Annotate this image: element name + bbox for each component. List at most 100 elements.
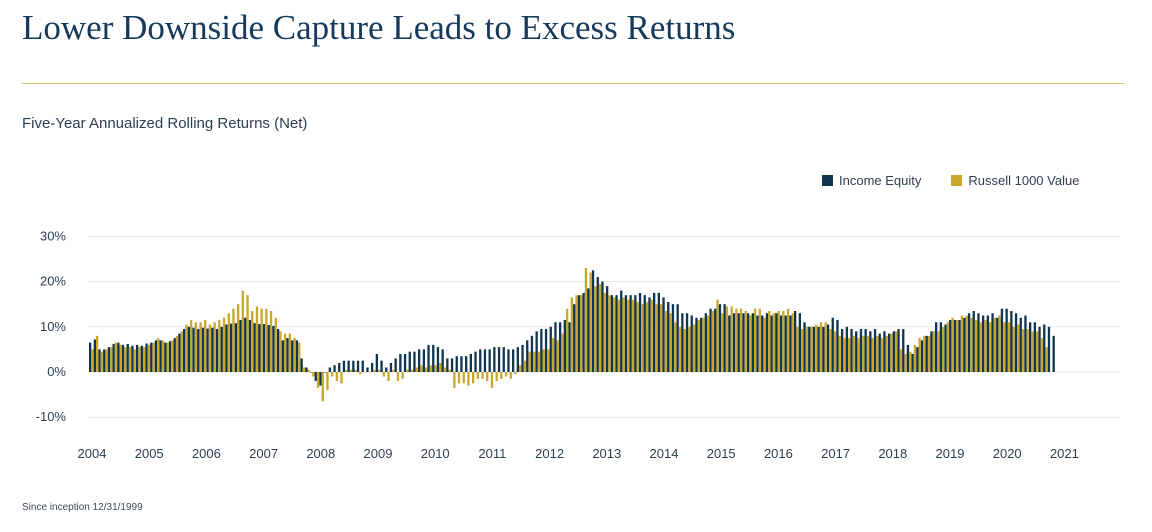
y-tick-label: 0% [47, 364, 66, 379]
bar-russell-1000-value [895, 331, 898, 372]
bar-income-equity [747, 313, 750, 372]
bar-russell-1000-value [204, 320, 207, 372]
x-tick-label: 2004 [78, 446, 107, 461]
bar-income-equity [549, 326, 552, 372]
bar-income-equity [732, 313, 736, 372]
bar-income-equity [446, 358, 449, 372]
bar-russell-1000-value [927, 335, 931, 372]
bar-russell-1000-value [598, 283, 602, 372]
bar-income-equity [709, 308, 712, 372]
bar-russell-1000-value [439, 362, 442, 372]
y-tick-label: 20% [40, 274, 66, 289]
bar-russell-1000-value [199, 322, 202, 372]
legend-label-income-equity: Income Equity [839, 173, 922, 188]
bar-income-equity [643, 295, 646, 372]
bar-income-equity [300, 358, 303, 372]
bar-russell-1000-value [288, 333, 291, 372]
bar-russell-1000-value [848, 338, 851, 372]
bar-income-equity [803, 322, 806, 372]
bar-russell-1000-value [519, 365, 522, 372]
bar-russell-1000-value [913, 344, 917, 372]
bar-income-equity [883, 331, 886, 372]
bar-russell-1000-value [655, 304, 658, 372]
bar-income-equity [582, 292, 585, 372]
bar-income-equity [700, 317, 703, 372]
bar-russell-1000-value [965, 315, 968, 372]
bar-income-equity [559, 322, 562, 372]
bar-russell-1000-value [801, 329, 804, 372]
bar-income-equity [112, 343, 115, 372]
bar-income-equity [695, 317, 698, 372]
bar-russell-1000-value [707, 315, 710, 372]
bar-income-equity [841, 329, 844, 372]
x-tick-label: 2019 [936, 446, 965, 461]
bar-russell-1000-value [542, 349, 545, 372]
x-tick-label: 2014 [650, 446, 679, 461]
bar-russell-1000-value [683, 329, 686, 372]
bar-income-equity [281, 340, 284, 372]
x-tick-label: 2008 [306, 446, 335, 461]
bar-russell-1000-value [387, 372, 390, 382]
bar-income-equity [634, 295, 637, 372]
bar-income-equity [671, 304, 675, 372]
bar-russell-1000-value [284, 333, 287, 372]
bar-income-equity [638, 292, 642, 372]
bar-income-equity [859, 329, 863, 372]
bar-income-equity [873, 329, 877, 372]
bar-income-equity [526, 340, 529, 372]
bar-income-equity [474, 351, 477, 372]
x-tick-label: 2011 [478, 446, 506, 461]
bar-russell-1000-value [194, 322, 197, 372]
bar-russell-1000-value [1017, 324, 1020, 372]
bar-russell-1000-value [631, 299, 635, 372]
bar-russell-1000-value [909, 351, 912, 372]
bar-income-equity [399, 353, 402, 372]
bar-income-equity [187, 326, 190, 372]
x-tick-label: 2021 [1050, 446, 1079, 461]
bar-income-equity [215, 329, 219, 372]
bar-russell-1000-value [1007, 322, 1011, 372]
bar-russell-1000-value [420, 365, 423, 372]
bar-income-equity [173, 338, 176, 372]
bar-income-equity [836, 320, 839, 372]
bar-russell-1000-value [669, 313, 672, 372]
bar-russell-1000-value [406, 369, 409, 372]
bar-russell-1000-value [768, 310, 771, 372]
bar-income-equity [347, 360, 350, 372]
bar-russell-1000-value [331, 372, 334, 377]
bar-russell-1000-value [495, 372, 498, 382]
bar-russell-1000-value [298, 342, 301, 372]
bar-russell-1000-value [613, 297, 616, 372]
bar-income-equity [949, 320, 952, 372]
bar-income-equity [728, 315, 731, 372]
bar-russell-1000-value [942, 326, 945, 372]
bar-income-equity [986, 315, 989, 372]
bar-income-equity [925, 335, 928, 372]
bar-income-equity [319, 372, 322, 386]
bar-income-equity [220, 326, 223, 372]
bar-russell-1000-value [171, 340, 174, 372]
bar-russell-1000-value [434, 365, 437, 372]
bar-russell-1000-value [180, 331, 183, 372]
bar-russell-1000-value [486, 372, 489, 382]
bar-income-equity [286, 338, 289, 372]
bar-russell-1000-value [815, 324, 818, 372]
bar-russell-1000-value [218, 320, 221, 372]
bar-income-equity [765, 313, 769, 372]
bar-russell-1000-value [866, 335, 870, 372]
bar-income-equity [690, 315, 693, 372]
bar-income-equity [314, 372, 317, 382]
bar-income-equity [465, 356, 468, 372]
bar-income-equity [902, 329, 905, 372]
bar-russell-1000-value [650, 299, 653, 372]
bar-russell-1000-value [91, 349, 94, 372]
bar-income-equity [620, 290, 623, 372]
bar-income-equity [756, 315, 759, 372]
bar-russell-1000-value [368, 372, 371, 373]
bar-russell-1000-value [876, 335, 879, 372]
bar-income-equity [897, 329, 900, 372]
bar-income-equity [869, 331, 872, 372]
bar-income-equity [751, 313, 754, 372]
bar-income-equity [483, 349, 487, 372]
bar-income-equity [845, 326, 848, 372]
